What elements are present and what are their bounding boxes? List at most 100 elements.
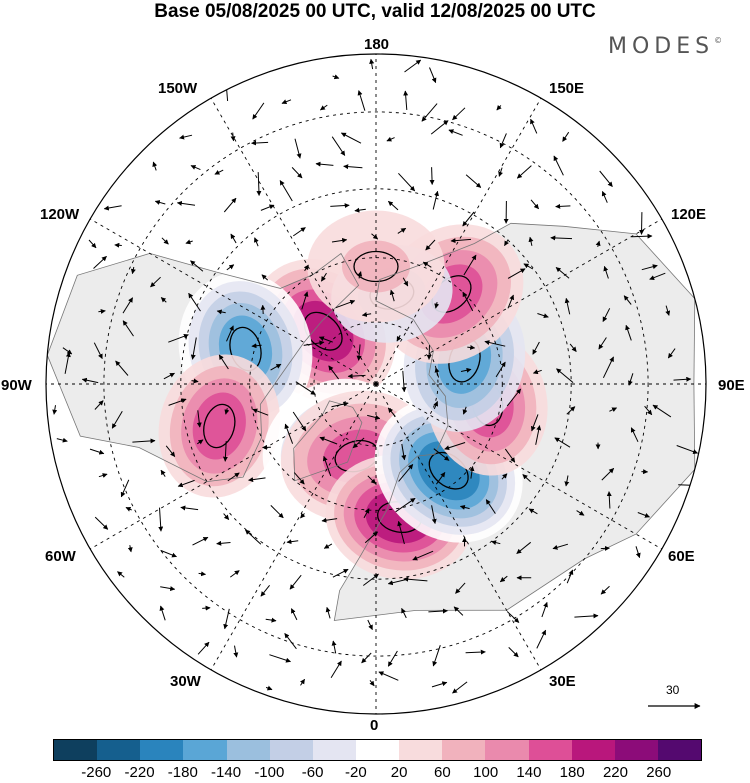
wind-vector: [401, 370, 407, 393]
wind-vector: [595, 240, 601, 248]
colorbar-tick-label: -140: [211, 764, 242, 781]
wind-vector: [111, 410, 123, 429]
wind-vector: [160, 469, 166, 477]
colorbar-segment: [528, 740, 572, 760]
meridian-line: [375, 218, 663, 385]
wind-vector: [357, 271, 363, 279]
wind-vector: [508, 647, 519, 658]
wind-vector: [185, 239, 193, 245]
wind-vector: [290, 608, 298, 621]
wind-vector: [196, 410, 202, 428]
wind-vector: [152, 161, 158, 171]
wind-vector: [357, 90, 366, 111]
wind-vector: [434, 367, 440, 378]
wind-vector: [564, 297, 571, 315]
wind-vector: [429, 167, 435, 185]
wind-vector: [361, 312, 372, 317]
wind-vector: [601, 468, 615, 481]
colorbar-tick-label: 100: [473, 764, 499, 781]
wind-vector: [176, 200, 196, 206]
brand-logo: MODES©: [608, 34, 722, 59]
wind-vector: [564, 475, 570, 487]
latitude-circle: [103, 111, 649, 657]
wind-vector: [127, 545, 133, 553]
wind-vector: [125, 507, 132, 512]
lon-label-60w: 60W: [45, 548, 76, 565]
wind-vector: [331, 640, 337, 654]
wind-vector: [319, 436, 338, 445]
wind-vector: [554, 437, 571, 448]
wind-vector: [450, 238, 472, 244]
wind-vector: [388, 200, 399, 211]
colorbar-segment: [183, 740, 227, 760]
anomaly-contour: [192, 392, 246, 460]
wind-vector: [609, 407, 618, 413]
wind-vector: [216, 309, 226, 315]
wind-vector: [652, 404, 672, 418]
wind-vector: [367, 619, 373, 631]
wind-vector: [623, 295, 632, 305]
wind-vector: [190, 260, 204, 272]
wind-vector: [214, 169, 224, 175]
wind-vector: [180, 505, 199, 511]
wind-vector: [331, 401, 349, 408]
wind-vector: [361, 652, 372, 664]
wind-vector: [397, 520, 405, 545]
wind-vector: [378, 671, 399, 681]
latitude-circle: [313, 321, 439, 447]
wind-vector: [224, 408, 230, 415]
wind-vector: [389, 289, 395, 302]
wind-vector: [248, 477, 266, 483]
wind-vector: [396, 335, 402, 342]
wind-vector: [292, 411, 307, 432]
colorbar-tick-label: 260: [646, 764, 672, 781]
wind-vector: [197, 439, 204, 445]
wind-vector: [165, 445, 176, 457]
wind-vector: [260, 584, 270, 597]
wind-vector: [523, 263, 534, 270]
colorbar-tick-label: -220: [124, 764, 155, 781]
wind-vector: [398, 172, 416, 192]
wind-vector: [115, 360, 129, 376]
wind-vector: [230, 132, 236, 142]
wind-vector: [398, 464, 414, 482]
colorbar-segment: [614, 740, 658, 760]
wind-vector: [270, 505, 284, 519]
wind-vector: [321, 517, 338, 523]
lon-label-120e: 120E: [671, 206, 707, 223]
wind-vector: [319, 104, 328, 111]
wind-vector: [318, 336, 333, 343]
wind-vector: [289, 574, 302, 590]
wind-vector: [369, 58, 375, 70]
wind-vector: [158, 507, 164, 532]
wind-vector: [197, 641, 210, 655]
wind-vector: [532, 341, 540, 355]
wind-vector: [528, 508, 538, 515]
wind-vector: [362, 573, 379, 586]
brand-name: MODES: [608, 34, 715, 59]
wind-vector: [291, 167, 303, 179]
lon-label-60e: 60E: [668, 548, 695, 565]
wind-vector: [465, 174, 482, 188]
wind-vector: [323, 543, 333, 549]
wind-vector: [300, 678, 306, 686]
wind-vector: [256, 172, 262, 196]
wind-vector: [98, 473, 108, 478]
wind-vector: [325, 606, 331, 619]
wind-vector: [574, 613, 599, 619]
anomaly-contour-line: [303, 311, 343, 351]
wind-vector: [300, 512, 306, 519]
meridian-line: [210, 383, 377, 671]
wind-vector-layer: [52, 58, 699, 694]
wind-vector: [598, 337, 607, 350]
wind-vector: [367, 475, 376, 485]
wind-vector: [252, 102, 265, 120]
wind-vector: [433, 448, 450, 461]
wind-vector: [444, 442, 466, 451]
wind-vector: [160, 549, 177, 558]
wind-vector: [507, 294, 515, 309]
wind-vector: [279, 180, 293, 202]
wind-vector: [179, 134, 193, 140]
lon-label-150e: 150E: [549, 80, 585, 97]
coastline: [333, 222, 696, 621]
